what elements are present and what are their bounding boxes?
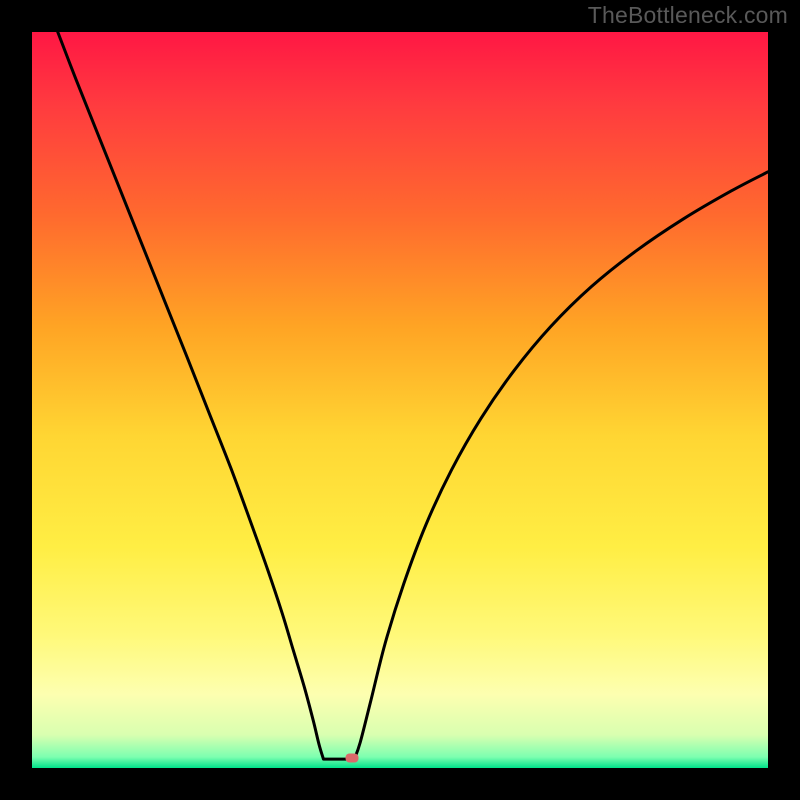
chart-frame xyxy=(0,0,800,800)
bottleneck-curve xyxy=(58,32,768,759)
valley-marker xyxy=(346,753,359,762)
plot-area xyxy=(32,32,768,768)
watermark-text: TheBottleneck.com xyxy=(588,2,788,29)
curve-layer xyxy=(32,32,768,768)
